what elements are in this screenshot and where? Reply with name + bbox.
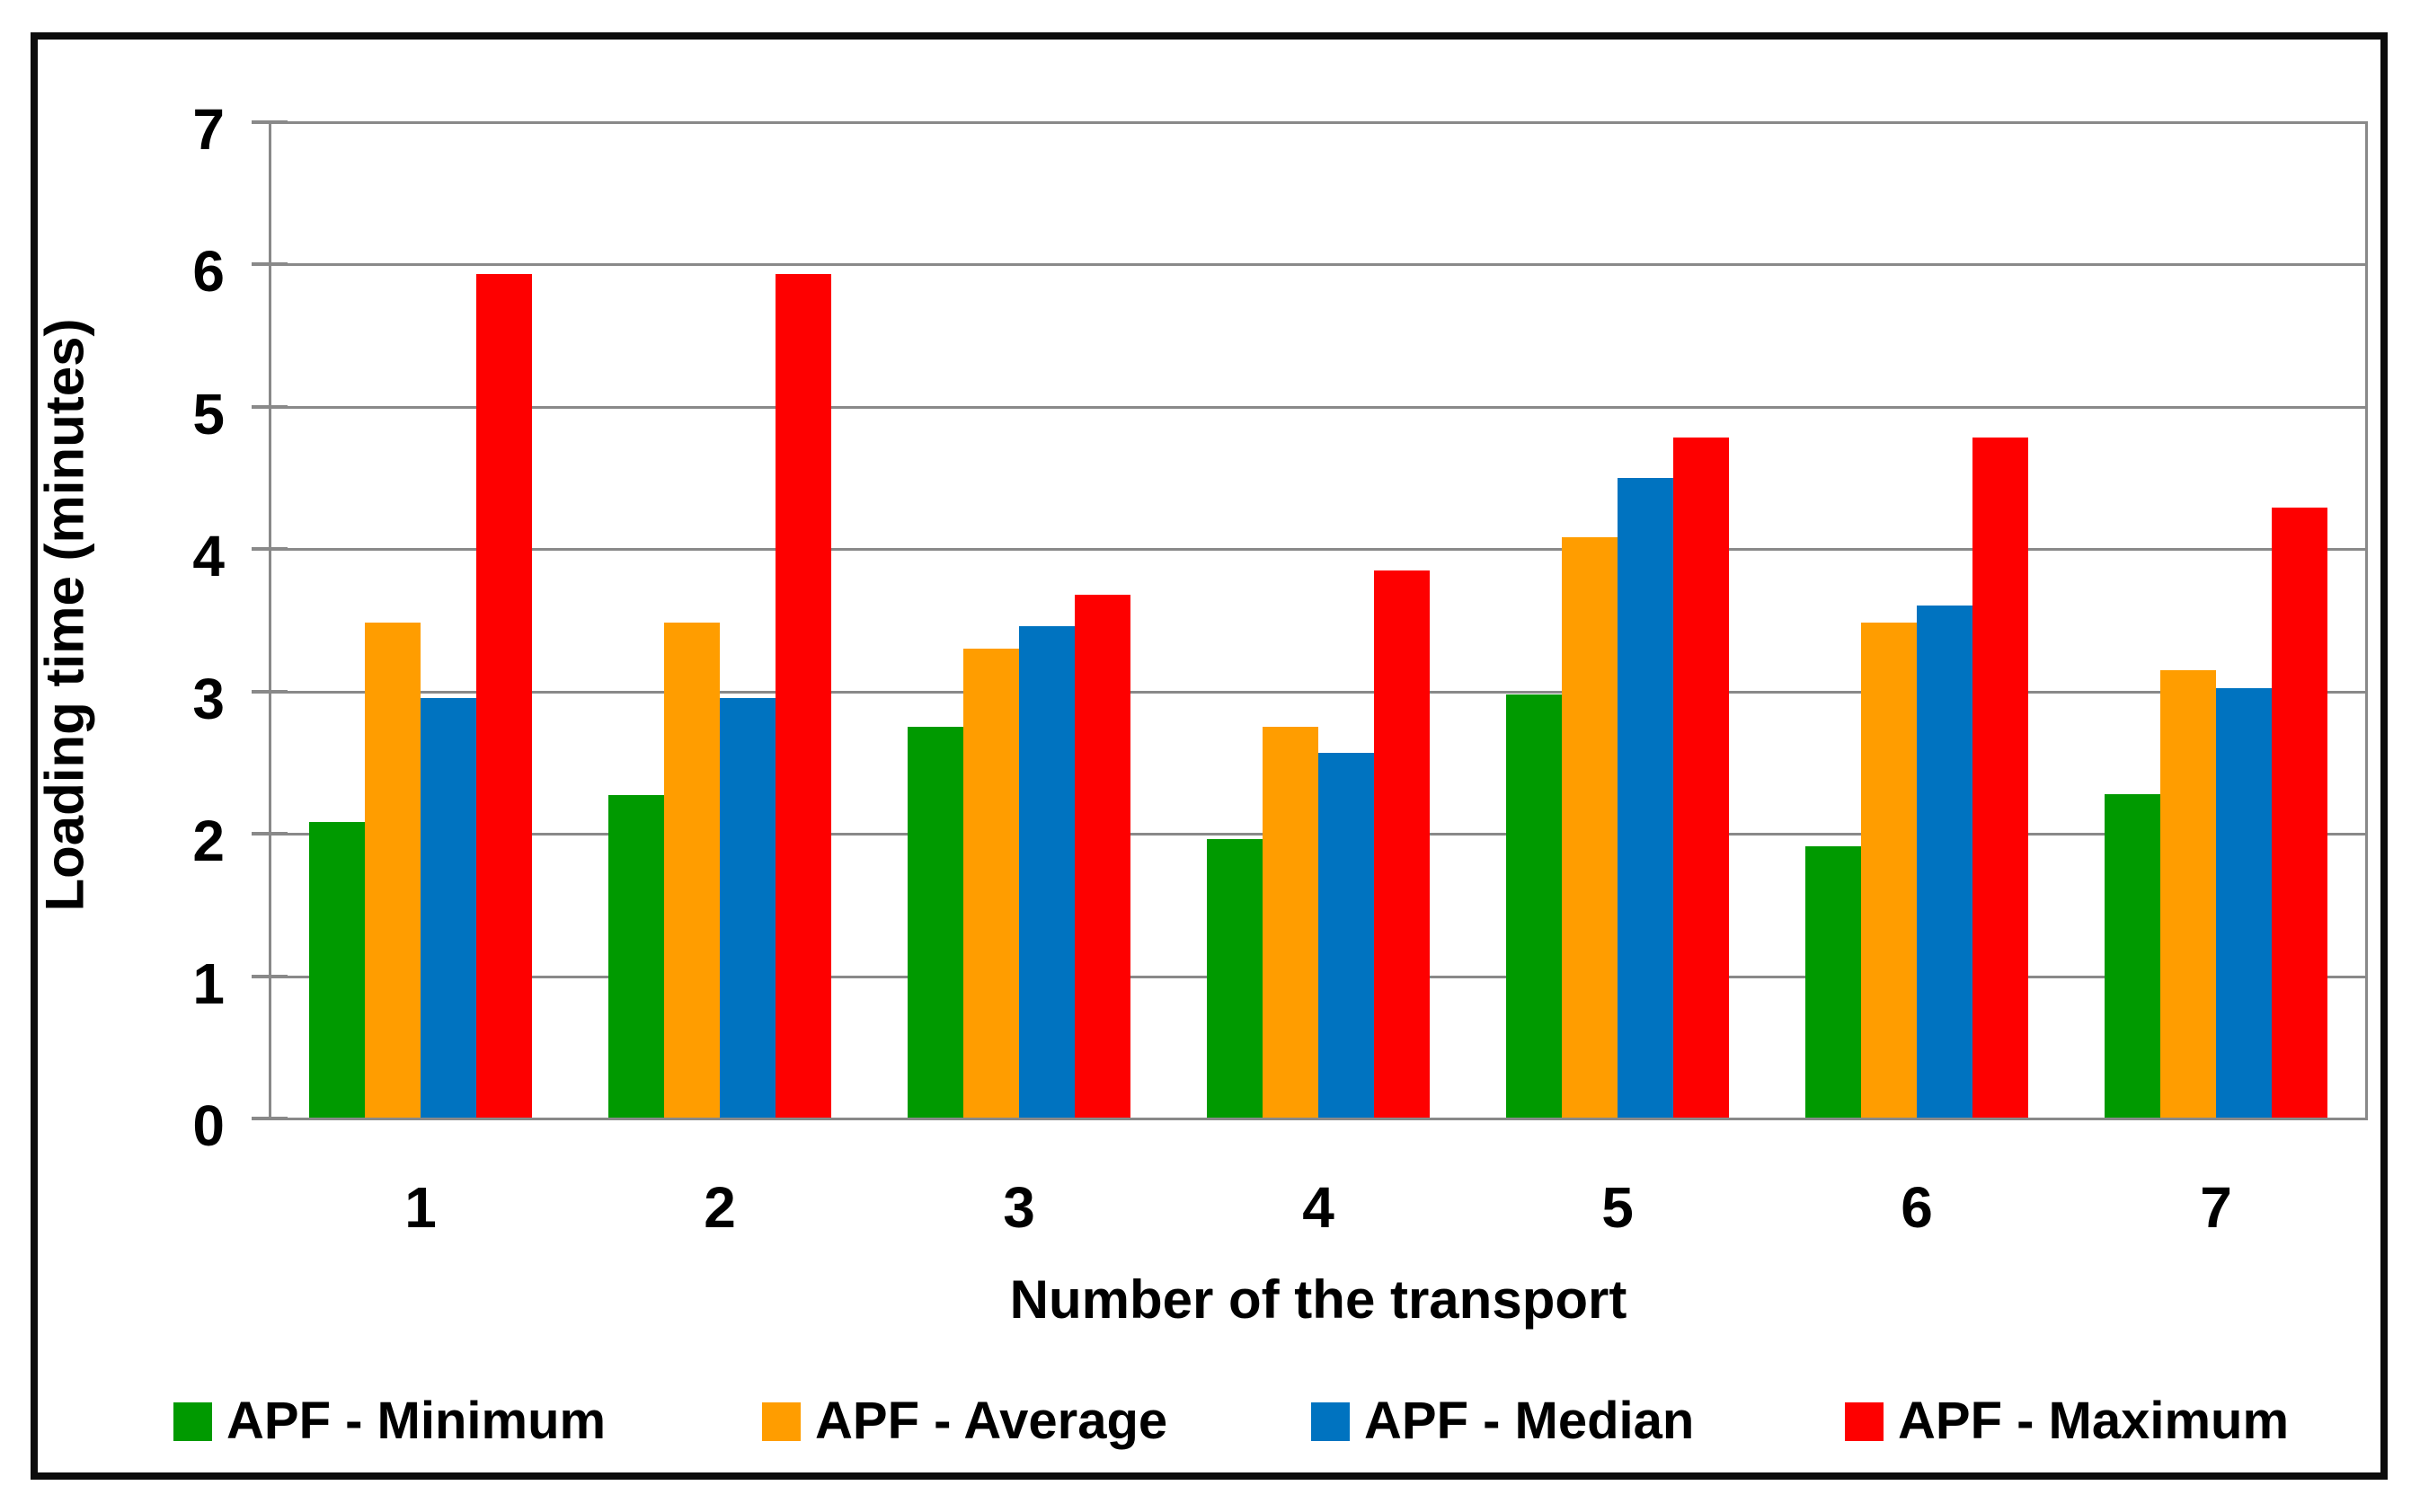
bar-apf-minimum-cat-3 <box>908 727 963 1119</box>
x-tick-label-4: 4 <box>1302 1175 1334 1240</box>
x-tick-label-5: 5 <box>1601 1175 1634 1240</box>
bar-apf-maximum-cat-5 <box>1673 438 1729 1119</box>
legend-item-apf-average: APF - Average <box>762 1395 1167 1447</box>
y-axis-tick-5 <box>252 404 288 409</box>
y-tick-label-5: 5 <box>192 381 225 447</box>
bar-apf-average-cat-2 <box>664 623 720 1119</box>
y-tick-label-3: 3 <box>192 666 225 731</box>
y-tick-label-1: 1 <box>192 951 225 1016</box>
bar-apf-minimum-cat-6 <box>1805 846 1861 1119</box>
legend-marker-icon <box>173 1401 212 1441</box>
x-tick-label-2: 2 <box>704 1175 736 1240</box>
legend-marker-icon <box>1845 1401 1884 1441</box>
bar-apf-maximum-cat-2 <box>776 274 831 1119</box>
bar-apf-minimum-cat-5 <box>1506 694 1562 1119</box>
gridline-y-6 <box>270 263 2368 266</box>
bar-apf-maximum-cat-7 <box>2272 508 2327 1119</box>
bar-apf-maximum-cat-1 <box>476 274 532 1119</box>
bar-apf-minimum-cat-7 <box>2105 793 2160 1119</box>
bar-apf-maximum-cat-3 <box>1075 594 1130 1119</box>
y-tick-label-0: 0 <box>192 1093 225 1158</box>
bar-apf-median-cat-2 <box>720 698 776 1119</box>
legend-marker-icon <box>1311 1401 1350 1441</box>
y-axis-tick-2 <box>252 832 288 836</box>
y-axis-tick-0 <box>252 1117 288 1120</box>
y-axis-tick-3 <box>252 689 288 694</box>
gridline-y-3 <box>270 690 2368 694</box>
gridline-y-5 <box>270 405 2368 409</box>
legend-label: APF - Minimum <box>226 1392 607 1450</box>
legend-item-apf-maximum: APF - Maximum <box>1845 1395 2289 1447</box>
legend-label: APF - Maximum <box>1898 1392 2290 1450</box>
bar-apf-maximum-cat-6 <box>1972 438 2028 1119</box>
x-tick-label-1: 1 <box>404 1175 437 1240</box>
bar-apf-median-cat-1 <box>421 698 476 1119</box>
bar-apf-average-cat-3 <box>963 648 1019 1119</box>
bar-apf-maximum-cat-4 <box>1374 570 1430 1119</box>
y-axis-title: Loading time (minutes) <box>34 318 95 912</box>
plot-right-border <box>2365 121 2368 1119</box>
y-axis-line <box>269 120 271 1120</box>
legend-label: APF - Median <box>1364 1392 1695 1450</box>
bar-apf-average-cat-1 <box>365 623 421 1119</box>
bar-apf-average-cat-5 <box>1562 537 1618 1119</box>
x-axis-baseline <box>270 1118 2368 1120</box>
legend-label: APF - Average <box>815 1392 1168 1450</box>
y-axis-tick-7 <box>252 119 288 124</box>
bar-apf-median-cat-4 <box>1318 752 1374 1119</box>
legend-item-apf-median: APF - Median <box>1311 1395 1694 1447</box>
y-tick-label-2: 2 <box>192 809 225 873</box>
y-axis-tick-4 <box>252 547 288 551</box>
bar-apf-median-cat-5 <box>1618 477 1673 1119</box>
x-tick-label-6: 6 <box>1901 1175 1933 1240</box>
gridline-y-4 <box>270 548 2368 551</box>
x-tick-label-3: 3 <box>1003 1175 1035 1240</box>
bar-apf-minimum-cat-1 <box>309 822 365 1119</box>
bar-apf-median-cat-3 <box>1019 625 1075 1119</box>
y-axis-tick-1 <box>252 974 288 978</box>
x-axis-title: Number of the transport <box>1009 1269 1627 1330</box>
y-tick-label-7: 7 <box>192 96 225 162</box>
y-tick-label-6: 6 <box>192 239 225 304</box>
bar-apf-median-cat-7 <box>2216 688 2272 1119</box>
bar-apf-average-cat-7 <box>2160 669 2216 1119</box>
bar-apf-average-cat-4 <box>1263 727 1318 1119</box>
gridline-y-7 <box>270 120 2368 124</box>
legend-marker-icon <box>762 1401 801 1441</box>
y-axis-tick-6 <box>252 262 288 266</box>
bar-apf-minimum-cat-4 <box>1207 839 1263 1119</box>
x-tick-label-7: 7 <box>2200 1175 2232 1240</box>
bar-apf-minimum-cat-2 <box>608 795 664 1119</box>
y-tick-label-4: 4 <box>192 524 225 588</box>
legend-item-apf-minimum: APF - Minimum <box>173 1395 606 1447</box>
bar-apf-average-cat-6 <box>1861 623 1917 1119</box>
bar-apf-median-cat-6 <box>1917 606 1972 1119</box>
